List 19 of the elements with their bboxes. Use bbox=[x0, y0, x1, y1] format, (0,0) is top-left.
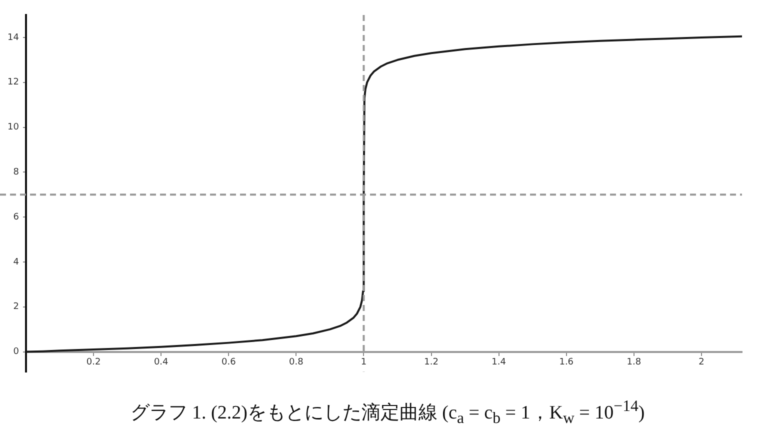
y-tick-label: 6 bbox=[13, 212, 20, 222]
x-tick-label: 0.4 bbox=[154, 358, 169, 368]
x-tick-label: 2 bbox=[698, 358, 704, 368]
x-tick-label: 0.8 bbox=[289, 358, 304, 368]
x-tick-label: 1 bbox=[360, 358, 367, 368]
x-tick-label: 0.2 bbox=[86, 358, 101, 368]
chart-title: グラフ 1. (2.2)をもとにした滴定曲線 (c$_{a}$ = c$_{b}$ = 1，K$_{w}$ = 10$^{−14}$) bbox=[130, 398, 645, 428]
y-tick-label: 12 bbox=[8, 78, 19, 88]
y-tick-label: 10 bbox=[8, 122, 20, 133]
x-tick-label: 1.8 bbox=[626, 358, 642, 368]
x-tick-label: 1.6 bbox=[559, 358, 574, 368]
x-tick-label: 0.6 bbox=[221, 358, 236, 368]
y-tick-label: 14 bbox=[8, 32, 20, 43]
x-tick-label: 1.4 bbox=[492, 358, 506, 368]
y-tick-label: 4 bbox=[13, 257, 20, 268]
y-tick-label: 0 bbox=[13, 347, 20, 358]
y-tick-label: 8 bbox=[13, 168, 20, 178]
x-tick-label: 1.2 bbox=[424, 358, 438, 368]
y-tick-label: 2 bbox=[13, 302, 19, 312]
